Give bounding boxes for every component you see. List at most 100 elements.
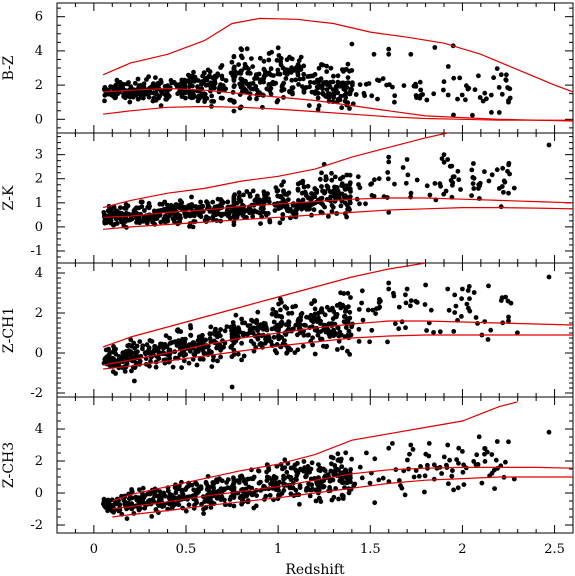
x-tick-label: 0.5 [176,542,197,557]
data-point [239,475,245,481]
data-point [368,182,373,187]
data-point [243,481,249,486]
data-point [274,350,279,356]
data-point [335,347,340,352]
data-point [347,91,352,97]
data-point [311,80,317,85]
data-point [214,479,220,485]
data-point [448,178,454,183]
data-point [110,369,116,375]
data-point [222,497,227,503]
data-point [220,83,226,88]
data-point [142,208,147,213]
data-point [277,194,282,200]
data-point [119,219,125,225]
data-point [337,97,343,103]
data-point [297,483,303,488]
data-point [424,97,430,103]
data-point [174,328,180,333]
data-point [328,80,333,85]
data-point [408,303,413,309]
data-point [319,184,324,189]
data-point [324,69,330,74]
data-point [280,82,285,88]
x-tick-label: 1 [274,542,282,557]
data-point [129,489,135,495]
data-point [333,195,338,201]
data-point [231,76,237,82]
data-point [193,204,199,209]
data-point [363,201,368,207]
data-point [170,364,176,370]
data-point [281,488,287,493]
data-point [215,334,220,340]
data-point [205,200,210,206]
data-point [404,157,410,162]
y-tick-label: 4 [35,422,43,437]
data-point [401,83,407,88]
data-point [282,304,288,310]
data-point [205,499,211,504]
data-point [178,343,184,349]
data-point [287,54,292,60]
data-point [250,188,256,194]
data-point [454,457,459,462]
data-point [331,472,337,477]
data-point [386,51,392,57]
data-point [457,75,463,81]
data-point [203,479,209,485]
data-point [330,87,336,92]
data-point [369,327,375,333]
data-point [189,73,195,79]
data-point [199,203,204,209]
data-point [266,199,272,205]
data-point [231,99,237,105]
data-point [319,170,324,176]
data-point [441,79,447,85]
data-point [163,333,169,339]
y-axis-title: B-Z [1,55,17,80]
data-point [326,91,332,97]
model-curve-middle [103,87,573,122]
data-point [198,484,204,489]
data-point [386,210,392,215]
data-point [194,362,200,368]
data-point [175,84,180,89]
data-point [285,67,291,73]
data-point [492,486,497,491]
data-point [347,186,353,192]
data-point [190,493,196,499]
data-point [360,317,366,323]
data-point [201,511,207,516]
data-point [446,481,451,487]
data-point [279,182,284,188]
data-point [441,87,446,93]
data-point [157,344,163,350]
data-point [451,487,456,493]
data-point [272,208,278,213]
data-point [246,66,251,72]
data-point [316,310,321,316]
data-point [161,503,167,509]
data-point [489,110,494,115]
y-tick-label: 2 [35,306,43,321]
data-point [303,193,309,199]
data-point [256,468,262,474]
data-point [423,451,429,457]
data-point [320,202,326,208]
model-curve-upper [102,133,451,209]
panel-1: 0 2 4 6 B-Z [1,2,574,134]
data-point [107,210,113,216]
data-point [248,81,253,87]
data-point [219,63,225,68]
data-point [239,68,244,74]
data-point [235,351,241,357]
data-point [187,80,193,86]
data-point [161,346,166,351]
data-point [219,478,225,484]
data-point [324,183,330,189]
data-point [359,475,365,481]
data-point [476,434,482,440]
data-point [179,86,184,91]
